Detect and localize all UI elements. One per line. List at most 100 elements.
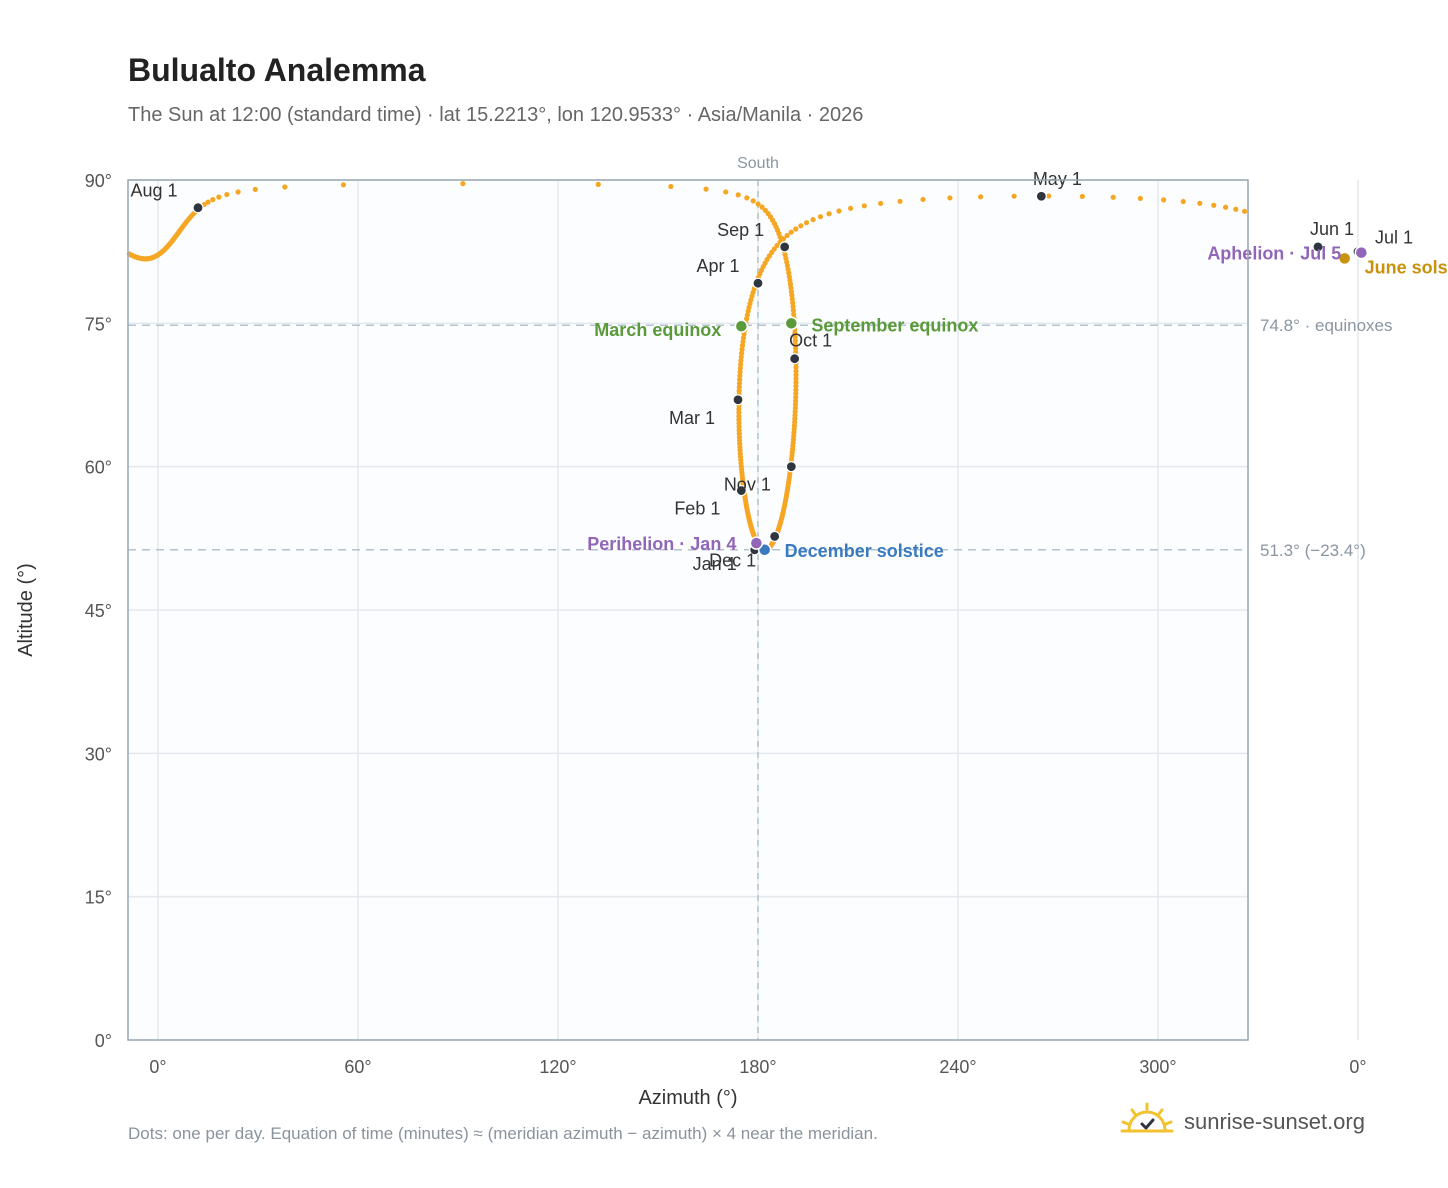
month-label: Dec 1 bbox=[709, 550, 756, 570]
month-label: Oct 1 bbox=[789, 331, 832, 351]
daily-sun-dot bbox=[771, 246, 777, 252]
special-point-label: June solstice bbox=[1365, 257, 1448, 277]
daily-sun-dot bbox=[735, 192, 741, 198]
daily-sun-dot bbox=[755, 201, 761, 207]
daily-sun-dot bbox=[792, 334, 798, 340]
y-tick-label: 15° bbox=[85, 888, 112, 908]
daily-sun-dot bbox=[759, 204, 765, 210]
daily-sun-dot bbox=[788, 288, 795, 295]
special-point-marker bbox=[1337, 251, 1352, 266]
daily-sun-dot bbox=[803, 220, 810, 226]
daily-sun-dot bbox=[792, 338, 798, 344]
daily-sun-dot bbox=[736, 413, 742, 419]
daily-sun-dot bbox=[1197, 200, 1203, 206]
daily-sun-dot bbox=[793, 364, 799, 371]
daily-sun-dot bbox=[792, 398, 799, 404]
daily-sun-dot bbox=[774, 242, 780, 249]
daily-sun-dot bbox=[282, 184, 288, 190]
daily-sun-dot bbox=[1137, 195, 1143, 202]
special-point-marker bbox=[784, 316, 799, 331]
daily-sun-dot bbox=[793, 368, 799, 374]
sun-logo-icon bbox=[1120, 1102, 1174, 1133]
daily-sun-dot bbox=[793, 387, 799, 393]
daily-sun-dot bbox=[792, 342, 799, 348]
daily-sun-dot bbox=[703, 186, 709, 192]
daily-sun-dot bbox=[793, 226, 799, 232]
daily-sun-dot bbox=[224, 191, 230, 198]
daily-sun-dot bbox=[791, 311, 797, 317]
y-tick-label: 75° bbox=[85, 314, 112, 334]
special-point-label: Aphelion · Jul 5 bbox=[1207, 244, 1341, 264]
daily-sun-dot bbox=[1011, 193, 1017, 199]
daily-sun-dot bbox=[1211, 202, 1217, 208]
chart-title: Bulualto Analemma bbox=[128, 52, 426, 88]
plot-border bbox=[127, 179, 1249, 1041]
daily-sun-dot bbox=[1241, 208, 1248, 214]
daily-sun-dot bbox=[252, 186, 258, 193]
special-point-label: March equinox bbox=[594, 320, 721, 340]
daily-sun-dot bbox=[744, 195, 750, 201]
month-marker bbox=[732, 394, 744, 406]
daily-sun-dot bbox=[788, 229, 794, 235]
x-tick-label: 120° bbox=[539, 1057, 576, 1077]
daily-sun-dot bbox=[736, 380, 743, 386]
daily-sun-dot bbox=[740, 339, 746, 345]
special-point-marker bbox=[749, 536, 764, 550]
x-tick-label: 240° bbox=[939, 1057, 976, 1077]
daily-sun-dot bbox=[739, 350, 745, 356]
month-label: Aug 1 bbox=[130, 181, 177, 201]
daily-sun-dot bbox=[216, 194, 222, 200]
daily-sun-dot bbox=[460, 181, 466, 187]
month-label: Jul 1 bbox=[1375, 228, 1413, 248]
y-tick-label: 90° bbox=[85, 171, 112, 191]
special-point-label: September equinox bbox=[811, 315, 978, 335]
daily-sun-dot bbox=[1161, 197, 1167, 203]
daily-sun-dot bbox=[739, 346, 745, 352]
daily-sun-dot bbox=[792, 330, 798, 336]
x-tick-label: 300° bbox=[1139, 1057, 1176, 1077]
daily-sun-dot bbox=[836, 208, 842, 214]
special-point-marker bbox=[734, 319, 749, 333]
month-marker bbox=[192, 202, 204, 214]
month-label: Mar 1 bbox=[669, 408, 715, 428]
brand-logo[interactable]: sunrise-sunset.org bbox=[1120, 1102, 1365, 1142]
daily-sun-dot bbox=[595, 181, 601, 188]
meridian-label: South bbox=[737, 155, 779, 172]
month-label: Sep 1 bbox=[717, 220, 764, 240]
daily-sun-dot bbox=[750, 198, 756, 204]
daily-sun-dot bbox=[798, 223, 804, 229]
month-label: Nov 1 bbox=[724, 475, 771, 495]
daily-sun-dot bbox=[736, 406, 742, 412]
daily-sun-dot bbox=[210, 197, 216, 203]
month-label: Apr 1 bbox=[696, 256, 739, 276]
x-tick-label: 0° bbox=[149, 1057, 166, 1077]
analemma-path bbox=[126, 181, 1248, 553]
month-marker bbox=[735, 484, 747, 497]
daily-sun-dot bbox=[737, 376, 743, 383]
month-marker bbox=[769, 530, 781, 543]
daily-sun-dot bbox=[784, 232, 790, 239]
daily-sun-dot bbox=[340, 182, 347, 188]
month-markers: Jan 1 Feb 1 Mar 1 Apr 1 May 1 Jun 1 Jul 1 Aug 1… bbox=[130, 169, 1413, 574]
y-tick-label: 45° bbox=[85, 601, 112, 621]
daily-sun-dot bbox=[793, 394, 799, 400]
daily-sun-dot bbox=[737, 369, 743, 375]
month-marker bbox=[779, 241, 791, 253]
daily-sun-dot bbox=[737, 373, 743, 379]
month-label: May 1 bbox=[1033, 169, 1082, 189]
daily-sun-dot bbox=[1233, 206, 1239, 212]
daily-sun-dot bbox=[736, 384, 742, 390]
altitude-reference-label: 74.8° · equinoxes bbox=[1260, 316, 1393, 335]
footnote: Dots: one per day. Equation of time (min… bbox=[128, 1124, 878, 1143]
y-tick-label: 0° bbox=[95, 1031, 112, 1051]
daily-sun-dot bbox=[736, 388, 742, 394]
daily-sun-dot bbox=[1223, 204, 1229, 210]
daily-sun-dot bbox=[1180, 198, 1186, 205]
y-tick-label: 60° bbox=[85, 458, 112, 478]
y-tick-label: 30° bbox=[85, 744, 112, 764]
daily-sun-dot bbox=[739, 342, 746, 349]
daily-sun-dot bbox=[235, 189, 241, 195]
daily-sun-dot bbox=[1110, 194, 1116, 200]
daily-sun-dot bbox=[847, 205, 854, 211]
special-points: March equinox September equinox June solst… bbox=[587, 244, 1448, 561]
